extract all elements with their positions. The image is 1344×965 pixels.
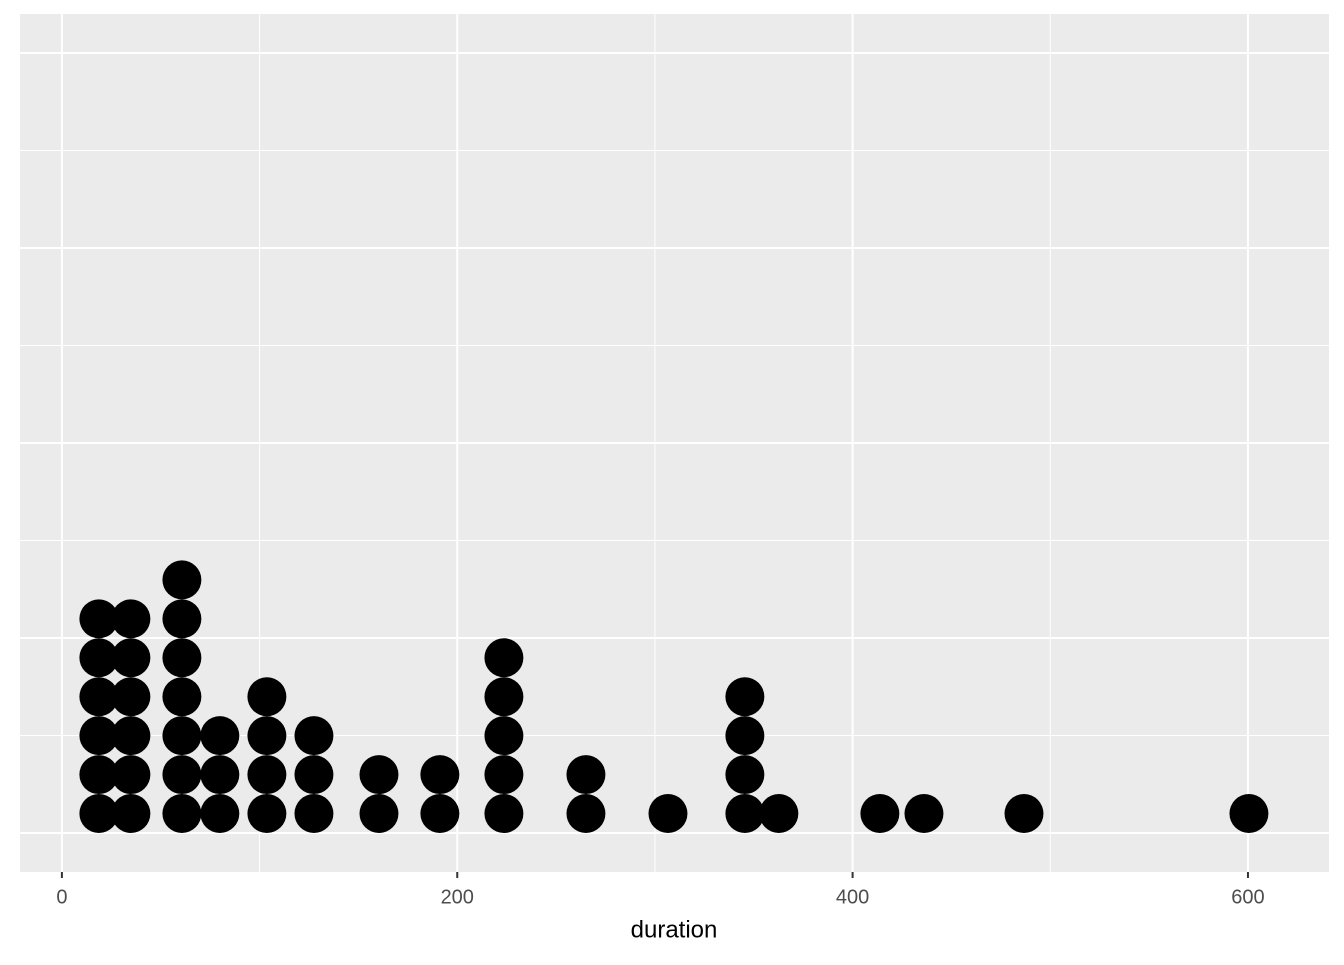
dot xyxy=(200,794,240,833)
x-tick-label: 0 xyxy=(56,886,67,908)
dot xyxy=(111,716,151,756)
dot xyxy=(359,755,399,795)
dot xyxy=(162,560,202,600)
dot xyxy=(247,677,287,717)
dot xyxy=(162,599,202,639)
dot xyxy=(79,599,119,639)
dot xyxy=(79,794,119,833)
dot xyxy=(1004,794,1044,833)
dot xyxy=(162,677,202,717)
dot xyxy=(725,755,765,795)
dot xyxy=(420,794,460,833)
dot xyxy=(247,755,287,795)
dot xyxy=(1229,794,1269,833)
dot xyxy=(725,677,765,717)
x-axis-title: duration xyxy=(631,916,718,943)
dot xyxy=(484,677,524,717)
dot xyxy=(79,755,119,795)
dot xyxy=(725,794,765,833)
dot xyxy=(904,794,944,833)
dot xyxy=(111,755,151,795)
dot xyxy=(359,794,399,833)
dot xyxy=(247,794,287,833)
x-tick-label: 200 xyxy=(441,886,474,908)
dot xyxy=(162,755,202,795)
dot xyxy=(484,755,524,795)
dot xyxy=(725,716,765,756)
dot xyxy=(484,794,524,833)
dot xyxy=(484,638,524,678)
dot xyxy=(162,794,202,833)
dot xyxy=(484,716,524,756)
x-tick-label: 400 xyxy=(836,886,869,908)
dot xyxy=(111,794,151,833)
dot xyxy=(200,755,240,795)
dot xyxy=(162,638,202,678)
x-tick-label: 600 xyxy=(1231,886,1264,908)
dot xyxy=(111,638,151,678)
dot xyxy=(79,716,119,756)
dot xyxy=(200,716,240,756)
dot xyxy=(111,677,151,717)
dot xyxy=(162,716,202,756)
dot xyxy=(648,794,688,833)
dot xyxy=(566,755,606,795)
dot xyxy=(111,599,151,639)
dot xyxy=(294,755,334,795)
dot xyxy=(294,794,334,833)
dot xyxy=(79,677,119,717)
dot xyxy=(759,794,799,833)
dot xyxy=(79,638,119,678)
dot xyxy=(294,716,334,756)
dot xyxy=(247,716,287,756)
dot xyxy=(566,794,606,833)
dot xyxy=(420,755,460,795)
dot xyxy=(860,794,900,833)
